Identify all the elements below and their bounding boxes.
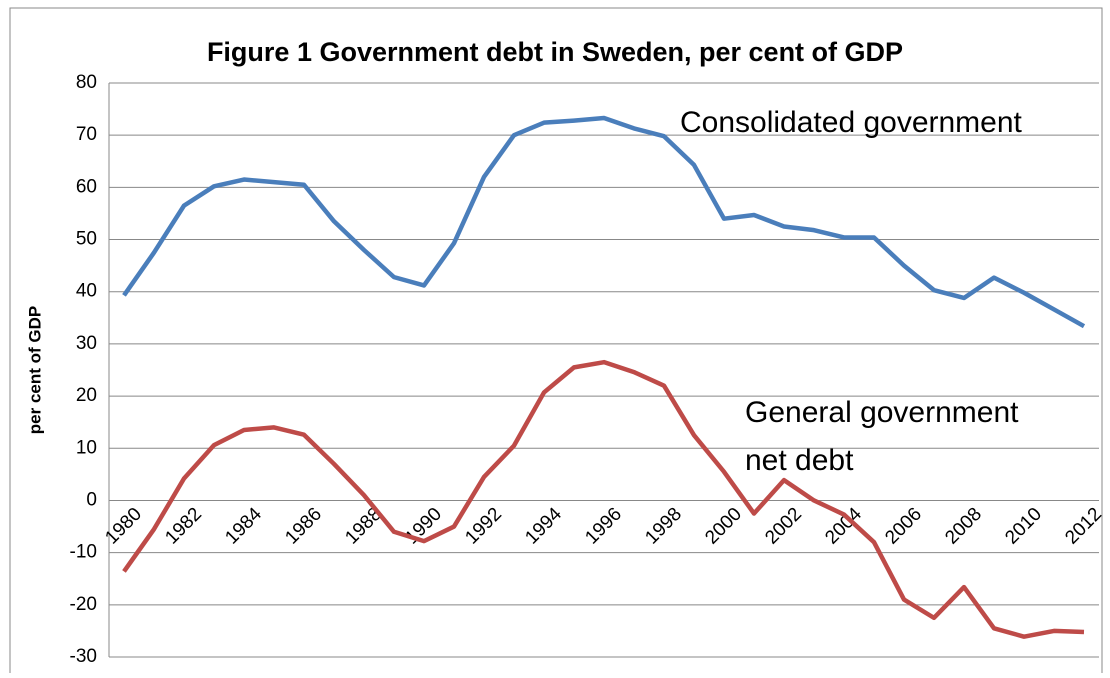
x-tick-label: 1984 — [221, 503, 266, 548]
y-tick-label: -10 — [70, 542, 97, 563]
y-tick-label: 10 — [76, 437, 97, 458]
y-tick-label: 80 — [76, 72, 97, 93]
chart-title: Figure 1 Government debt in Sweden, per … — [207, 37, 903, 67]
line-series — [122, 359, 1085, 639]
x-tick-label: 2006 — [881, 504, 926, 549]
x-tick-label: 1982 — [161, 504, 206, 549]
chart-border — [9, 7, 1103, 678]
x-tick-label: 1992 — [461, 504, 506, 549]
x-tick-label: 2012 — [1061, 504, 1106, 549]
y-tick-label: -20 — [70, 594, 97, 615]
x-tick-label: 1994 — [521, 503, 566, 548]
y-tick-label: 40 — [76, 281, 97, 302]
annotation: Consolidated government — [680, 106, 1023, 139]
y-tick-label: 60 — [76, 176, 97, 197]
annotation: General government — [745, 396, 1019, 429]
y-axis-title: per cent of GDP — [25, 306, 44, 434]
y-tick-label: 20 — [76, 385, 97, 406]
x-tick-label: 1980 — [101, 504, 146, 549]
y-tick-label: 30 — [76, 333, 97, 354]
x-tick-label: 1986 — [281, 504, 326, 549]
x-tick-label: 2000 — [701, 504, 746, 549]
annotation: net debt — [745, 444, 854, 477]
x-tick-label: 2010 — [1001, 504, 1046, 549]
line-series — [122, 115, 1086, 329]
x-tick-label: 1998 — [641, 504, 686, 549]
x-tick-label: 2008 — [941, 504, 986, 549]
y-tick-label: -30 — [70, 646, 97, 667]
y-tick-label: 50 — [76, 229, 97, 250]
x-tick-label: 1996 — [581, 504, 626, 549]
y-tick-label: 0 — [86, 489, 97, 510]
x-tick-label: 2002 — [761, 504, 806, 549]
y-tick-label: 70 — [76, 124, 97, 145]
